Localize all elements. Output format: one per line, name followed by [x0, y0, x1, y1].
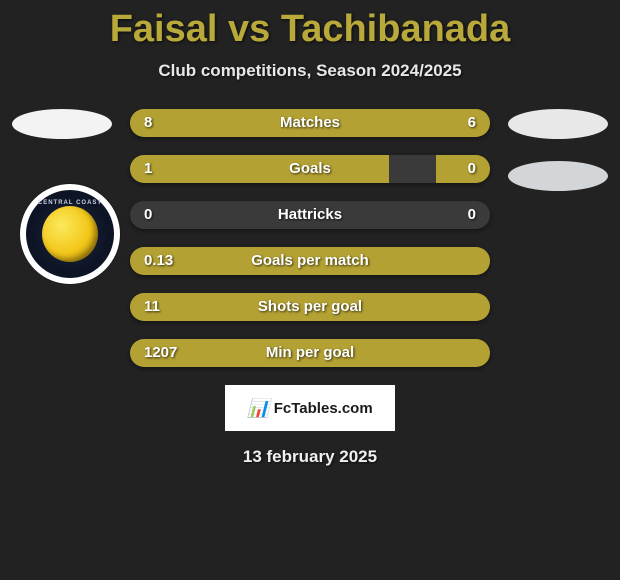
stat-row: 1207Min per goal — [130, 339, 490, 367]
stat-row: 00Hattricks — [130, 201, 490, 229]
stat-label: Hattricks — [130, 201, 490, 229]
snapshot-date: 13 february 2025 — [0, 447, 620, 467]
player-right-placeholder-1 — [508, 109, 608, 139]
stat-row: 0.13Goals per match — [130, 247, 490, 275]
source-logo-icon: 📊 — [247, 398, 269, 419]
stat-label: Goals per match — [130, 247, 490, 275]
stat-row: 10Goals — [130, 155, 490, 183]
stat-row: 86Matches — [130, 109, 490, 137]
player-left-placeholder — [12, 109, 112, 139]
source-logo-text: FcTables.com — [274, 400, 373, 417]
stat-bars: 86Matches 10Goals 00Hattricks 0.13Goals per… — [130, 109, 490, 367]
player-right-placeholder-2 — [508, 161, 608, 191]
source-badge: 📊 FcTables.com — [225, 385, 395, 431]
stat-label: Matches — [130, 109, 490, 137]
stat-label: Min per goal — [130, 339, 490, 367]
club-badge: CENTRAL COAST — [20, 184, 120, 284]
comparison-panel: CENTRAL COAST 86Matches 10Goals 00Hattrick… — [0, 109, 620, 467]
stat-label: Goals — [130, 155, 490, 183]
page-subtitle: Club competitions, Season 2024/2025 — [0, 61, 620, 81]
stat-label: Shots per goal — [130, 293, 490, 321]
page-title: Faisal vs Tachibanada — [0, 0, 620, 51]
club-badge-ball-icon — [42, 206, 98, 262]
stat-row: 11Shots per goal — [130, 293, 490, 321]
